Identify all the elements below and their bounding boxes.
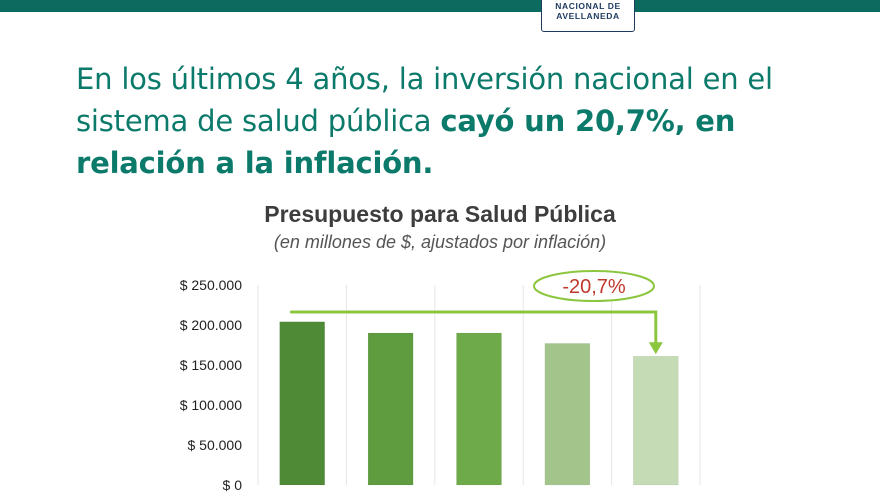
headline: En los últimos 4 años, la inversión naci… <box>76 58 836 184</box>
university-logo: NACIONAL DE AVELLANEDA <box>541 0 635 32</box>
annotation-label: -20,7% <box>562 276 626 298</box>
headline-normal: En los últimos 4 años, la inversión naci… <box>76 62 773 138</box>
bar <box>544 343 591 486</box>
chart-title: Presupuesto para Salud Pública <box>264 201 616 227</box>
y-tick-label: $ 50.000 <box>188 437 243 453</box>
bar <box>279 321 325 486</box>
chart-subtitle: (en millones de $, ajustados por inflaci… <box>273 232 607 252</box>
annotation-ellipse <box>533 270 655 302</box>
bar <box>633 355 679 486</box>
y-tick-label: $ 200.000 <box>180 317 242 333</box>
bar <box>367 332 414 486</box>
logo-line-1: NACIONAL DE <box>555 1 621 11</box>
y-tick-label: $ 0 <box>223 477 243 493</box>
top-bar <box>0 0 880 12</box>
y-tick-label: $ 150.000 <box>180 357 242 373</box>
headline-bold: cayó un 20,7%, en relación a la inflació… <box>76 104 736 180</box>
annotation-arrow <box>290 310 658 345</box>
annotation-arrowhead <box>648 342 663 355</box>
y-tick-label: $ 100.000 <box>180 397 242 413</box>
headline-end: . <box>422 146 434 180</box>
logo-line-2: AVELLANEDA <box>556 11 620 21</box>
bar-chart: $ 0 $ 50.000 $ 100.000 $ 150.000 $ 200.000 $ … <box>180 270 701 493</box>
bar <box>456 332 502 486</box>
y-tick-label: $ 250.000 <box>180 277 242 293</box>
